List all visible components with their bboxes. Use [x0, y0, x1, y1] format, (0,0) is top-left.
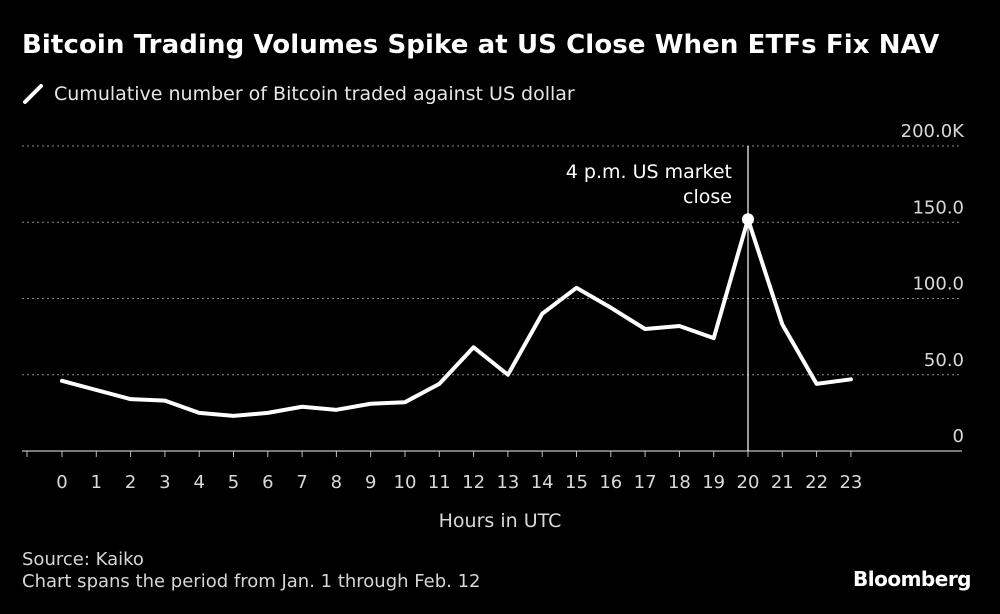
x-tick-label: 9 — [365, 472, 376, 493]
x-tick-label: 15 — [565, 472, 588, 493]
series-line — [60, 217, 853, 418]
x-tick-label: 3 — [159, 472, 170, 493]
x-tick-label: 12 — [462, 472, 485, 493]
x-tick-label: 13 — [496, 472, 519, 493]
x-tick-label: 1 — [91, 472, 102, 493]
x-tick-label: 10 — [394, 472, 417, 493]
x-tick-label: 0 — [56, 472, 67, 493]
market-close-point — [742, 213, 754, 226]
x-tick-label: 17 — [634, 472, 657, 493]
x-tick-label: 5 — [228, 472, 239, 493]
annotation-text: 4 p.m. US market — [566, 161, 732, 183]
x-tick-label: 21 — [771, 472, 794, 493]
y-tick-label: 0 — [953, 426, 964, 447]
x-tick-label: 22 — [805, 472, 828, 493]
x-tick-label: 11 — [428, 472, 451, 493]
x-tick-label: 18 — [668, 472, 691, 493]
x-tick-label: 6 — [262, 472, 273, 493]
x-tick-label: 20 — [737, 472, 760, 493]
x-tick-label: 16 — [599, 472, 622, 493]
x-tick-label: 8 — [331, 472, 342, 493]
bloomberg-logo: Bloomberg — [853, 567, 971, 591]
x-tick-label: 4 — [193, 472, 204, 493]
x-tick-label: 23 — [839, 472, 862, 493]
x-axis-label: Hours in UTC — [439, 510, 562, 532]
period-note: Chart spans the period from Jan. 1 throu… — [22, 571, 481, 592]
chart-title: Bitcoin Trading Volumes Spike at US Clos… — [22, 30, 940, 60]
x-tick-label: 7 — [296, 472, 307, 493]
x-tick-label: 2 — [125, 472, 136, 493]
x-tick-label: 14 — [531, 472, 554, 493]
source-note: Source: Kaiko — [22, 549, 144, 570]
annotation-text: close — [683, 186, 732, 208]
y-tick-label: 200.0K — [901, 121, 966, 142]
footer: Source: Kaiko Chart spans the period fro… — [22, 549, 481, 593]
y-tick-label: 100.0 — [912, 274, 964, 295]
legend-line-swatch — [23, 84, 43, 104]
x-tick-label: 19 — [702, 472, 725, 493]
legend-label: Cumulative number of Bitcoin traded agai… — [54, 83, 575, 105]
y-tick-label: 50.0 — [924, 350, 964, 371]
legend: Cumulative number of Bitcoin traded agai… — [22, 83, 575, 105]
y-tick-label: 150.0 — [912, 197, 964, 218]
